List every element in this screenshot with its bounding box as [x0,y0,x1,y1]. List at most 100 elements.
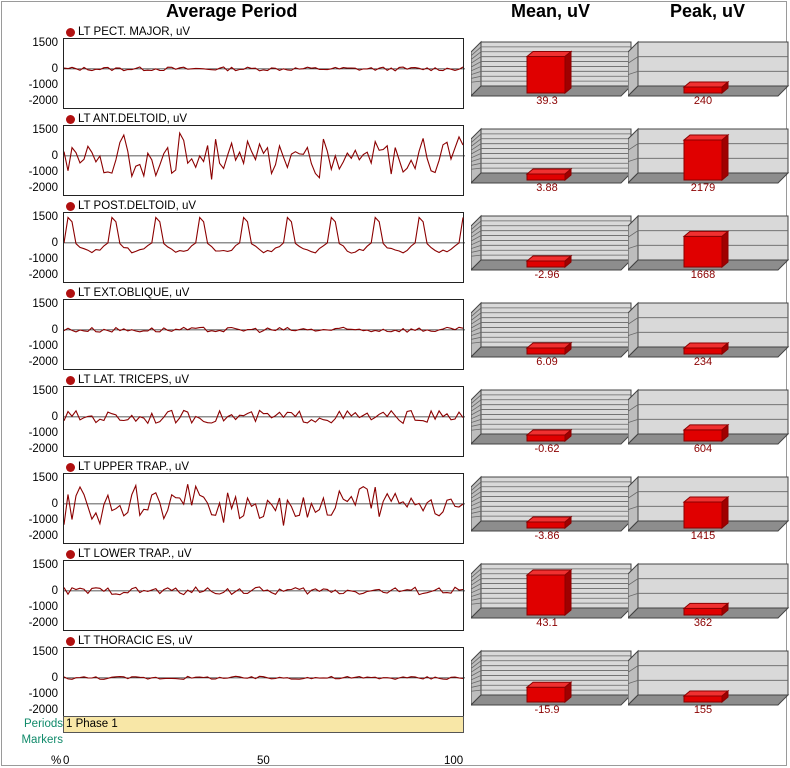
mean-bar-panel [469,388,633,446]
y-tick-label: 0 [51,498,58,510]
mean-bar-panel [469,214,633,272]
phase-label: 1 Phase 1 [66,718,118,730]
mean-bar-panel [469,475,633,533]
mean-value-label: -3.86 [534,530,560,542]
trace-line [64,483,464,526]
mean-bar-panel [469,40,633,98]
y-tick-label: 0 [51,150,58,162]
mean-bar-panel [469,562,633,620]
mean-bar-7 [525,681,573,704]
trace-line [64,66,464,72]
y-tick-label: 0 [51,672,58,684]
peak-bar-2 [682,230,730,269]
channel-label: LT ANT.DELTOID, uV [66,113,187,125]
trace-line [64,586,464,596]
channel-label: LT PECT. MAJOR, uV [66,26,190,38]
periods-band[interactable]: 1 Phase 1 [63,716,464,733]
channel-label: LT EXT.OBLIQUE, uV [66,287,189,299]
y-tick-label: -1000 [28,601,58,613]
y-tick-label: 1500 [32,646,58,658]
y-tick-label: -2000 [28,704,58,716]
y-tick-label: -2000 [28,617,58,629]
x-tick-label: 0 [63,755,70,767]
y-tick-label: 0 [51,585,58,597]
channel-dot-icon [66,375,75,385]
peak-bar-panel [626,649,790,707]
mean-bar-4 [525,428,573,443]
y-tick-label: 1500 [32,385,58,397]
channel-name: LT POST.DELTOID, uV [78,200,197,212]
trace-plot [63,299,465,370]
peak-value-label: 362 [693,617,713,629]
peak-value-label: 604 [693,443,713,455]
mean-bar-3 [525,341,573,356]
peak-bar-0 [682,80,730,95]
peak-bar-5 [682,495,730,530]
peak-bar-panel [626,127,790,185]
mean-bar-1 [525,167,573,182]
peak-header: Peak, uV [670,1,746,21]
channel-name: LT LAT. TRICEPS, uV [78,374,189,386]
y-tick-label: -1000 [28,514,58,526]
y-tick-label: 0 [51,411,58,423]
y-tick-label: -2000 [28,269,58,281]
trace-plot [63,212,465,283]
mean-header: Mean, uV [511,1,591,21]
y-tick-label: -2000 [28,95,58,107]
peak-value-label: 240 [693,95,713,107]
y-tick-label: 1500 [32,298,58,310]
trace-line [64,326,464,334]
peak-bar-6 [682,602,730,617]
markers-label: Markers [21,734,63,746]
peak-bar-panel [626,40,790,98]
y-tick-label: -1000 [28,166,58,178]
y-tick-label: -1000 [28,340,58,352]
channel-label: LT LOWER TRAP., uV [66,548,192,560]
trace-plot [63,560,465,631]
y-tick-label: 1500 [32,472,58,484]
trace-plot [63,473,465,544]
peak-bar-4 [682,423,730,443]
y-tick-label: -1000 [28,253,58,265]
peak-bar-panel [626,562,790,620]
peak-value-label: 1415 [690,530,716,542]
channel-dot-icon [66,636,75,646]
periods-label: Periods [24,718,63,730]
mean-bar-2 [525,254,573,269]
channel-name: LT PECT. MAJOR, uV [78,26,191,38]
channel-dot-icon [66,549,75,559]
x-tick-label: 50 [257,755,270,767]
y-tick-label: 1500 [32,37,58,49]
peak-bar-panel [626,301,790,359]
y-tick-label: -2000 [28,530,58,542]
mean-value-label: 39.3 [536,95,558,107]
peak-value-label: 2179 [690,182,716,194]
channel-dot-icon [66,114,75,124]
peak-bar-1 [682,133,730,182]
y-tick-label: 1500 [32,124,58,136]
y-tick-label: 1500 [32,211,58,223]
trace-plot [63,38,465,109]
channel-name: LT UPPER TRAP., uV [78,461,190,473]
channel-label: LT LAT. TRICEPS, uV [66,374,189,386]
mean-value-label: -2.96 [534,269,560,281]
trace-line [64,409,464,425]
y-tick-label: 0 [51,63,58,75]
peak-bar-panel [626,475,790,533]
channel-name: LT EXT.OBLIQUE, uV [78,287,190,299]
channel-dot-icon [66,27,75,37]
peak-value-label: 234 [693,356,713,368]
trace-plot [63,386,465,457]
y-tick-label: -2000 [28,356,58,368]
mean-value-label: 43.1 [536,617,558,629]
channel-name: LT THORACIC ES, uV [78,635,193,647]
mean-value-label: 3.88 [536,182,558,194]
channel-name: LT LOWER TRAP., uV [78,548,192,560]
channel-name: LT ANT.DELTOID, uV [78,113,188,125]
x-unit-label: % [51,755,62,767]
y-tick-label: -1000 [28,688,58,700]
channel-dot-icon [66,201,75,211]
y-tick-label: -1000 [28,427,58,439]
